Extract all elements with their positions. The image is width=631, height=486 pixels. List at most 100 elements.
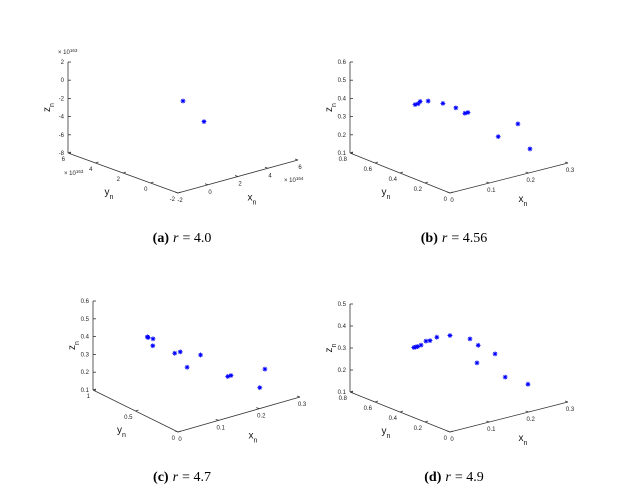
caption-value: = 4.0 [182,231,211,246]
y-tick [67,151,72,154]
y-tick-label: 1 [87,394,91,400]
z-tick-label: 0.6 [81,299,90,305]
x-tick [446,191,451,194]
z-tick-label: 0.6 [338,60,347,66]
y-tick-label: 0 [444,197,448,203]
x-axis-label-base: x [248,193,253,204]
x-axis-label-sub: n [524,440,528,447]
x-tick-label: -2 [177,198,183,204]
z-tick-label: 0.1 [338,390,347,396]
caption-tag: (c) [153,470,169,485]
y-tick-label: 0.2 [414,426,423,432]
y-multiplier-exp: 163 [76,169,84,174]
x-tick-label: 0 [450,198,454,204]
y-tick [150,181,154,184]
caption-tag: (b) [421,231,438,246]
x-axis-label-base: x [249,431,254,442]
z-axis-label: zn [324,103,338,112]
y-tick-label: 0 [144,187,148,193]
y-axis-label-base: y [382,187,387,198]
y-tick [122,171,127,174]
y-tick [424,420,429,423]
x-tick-label: 0.2 [526,417,535,423]
x-axis-label: xn [248,193,257,207]
y-tick [92,388,97,391]
x-tick [174,191,179,194]
x-axis-label-sub: n [254,437,258,444]
y-axis-label-base: y [117,425,122,436]
y-tick-label: 0.2 [414,187,423,193]
caption-tag: (d) [424,470,441,485]
x-tick-label: 0 [178,437,182,443]
point [492,351,498,357]
point [150,343,156,349]
y-multiplier: × 10163 [64,169,84,178]
point [184,364,190,370]
point [413,344,419,350]
y-axis-label: yn [382,187,391,201]
caption: (c) r = 4.7 [153,470,211,485]
x-tick [204,183,209,186]
point [527,146,533,152]
z-tick-label: 0.1 [81,388,90,394]
point [440,101,446,106]
x-axis-label-sub: n [524,201,528,208]
point [411,345,417,350]
caption: (a) r = 4.0 [153,231,212,246]
y-tick [449,191,454,194]
point [447,333,453,338]
x-tick [486,181,490,184]
y-tick [399,171,404,174]
z-axis-label-sub: n [331,103,338,107]
x-tick-label: 0.3 [298,402,307,408]
z-tick-label: 0.5 [338,78,347,84]
x-tick-label: 6 [298,165,302,171]
y-tick-label: 0.8 [339,396,348,402]
y-multiplier-base: × 10 [64,171,77,177]
y-tick [349,151,354,154]
y-tick [374,161,379,164]
y-axis-label-base: y [105,187,110,198]
z-tick-label: 2 [61,60,65,66]
caption-var: r [173,231,179,246]
x-multiplier-exp: 164 [296,176,304,181]
x-tick-label: 0 [450,437,454,443]
y-tick-label: 0.6 [364,406,373,412]
y-axis-label: yn [117,425,126,439]
x-tick [296,395,301,398]
caption-var: r [442,231,448,246]
z-tick-label: 0.3 [338,115,347,121]
x-axis [449,401,569,433]
x-tick-label: 0 [208,190,212,196]
point [417,99,423,104]
point [515,121,521,127]
point [201,119,207,125]
x-tick [174,430,179,433]
point [453,105,459,111]
caption-value: = 4.9 [455,470,484,485]
y-tick-label: 0.6 [364,167,373,173]
subplot: 0.1 0.2 0.3 0.4 0.5 0.6 0 0.2 0.4 0.6 0.8 0 0.1 0.2 0.… [324,60,575,246]
z-multiplier-exp: 163 [70,48,78,53]
caption-var: r [173,470,179,485]
point [423,338,429,344]
x-tick [486,420,490,423]
y-tick-label: 2 [117,177,121,183]
caption-var: r [445,470,451,485]
z-tick-label: -8 [59,151,65,157]
z-tick-label: -2 [59,96,65,102]
y-tick-label: 0.4 [389,416,398,422]
point [474,360,480,366]
x-tick [525,171,529,174]
point [462,110,468,116]
z-multiplier: × 10163 [58,48,78,57]
y-tick-label: 6 [62,157,66,163]
caption: (b) r = 4.56 [421,231,487,246]
point [225,374,231,379]
point [427,338,433,343]
point [177,349,183,355]
caption-tag: (a) [153,231,170,246]
z-axis-label-sub: n [49,103,56,107]
z-axis-label-base: z [42,107,53,112]
